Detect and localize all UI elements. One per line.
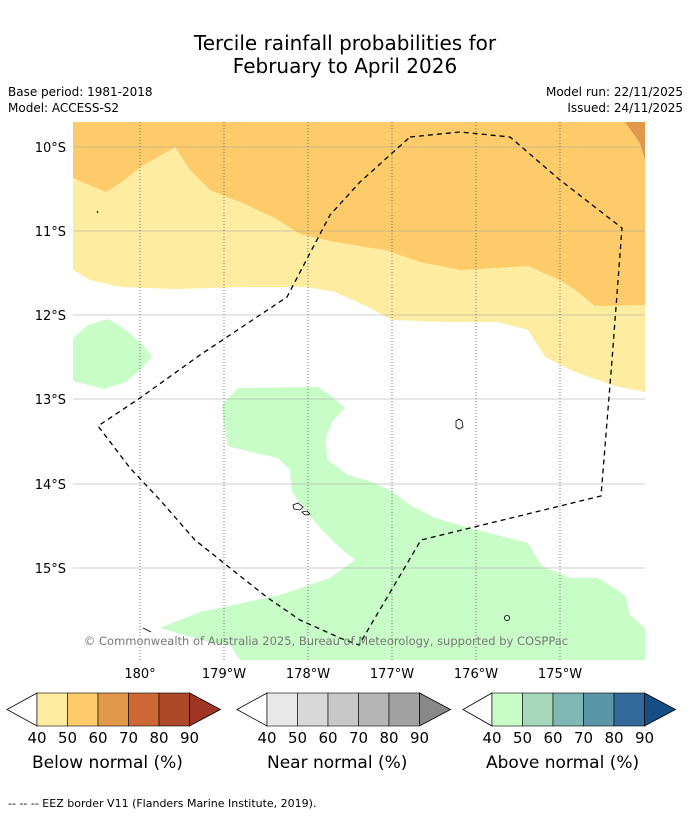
colorbar-segment — [613, 692, 645, 727]
colorbar-segment — [491, 692, 523, 727]
lon-label: 177°W — [370, 667, 414, 682]
lat-label: 11°S — [35, 225, 66, 240]
colorbar-tick-label: 70 — [119, 729, 138, 747]
colorbar-tick-label: 60 — [543, 729, 562, 747]
below-normal-colorbar: 40 50 60 70 80 90 — [6, 692, 222, 747]
colorbar-segment — [327, 692, 359, 727]
island-swains — [455, 418, 464, 430]
eez-footnote: -- -- -- EEZ border V11 (Flanders Marine… — [8, 797, 317, 810]
colorbar-high-arrow — [644, 692, 677, 727]
below-normal-label: Below normal (%) — [32, 753, 183, 773]
colorbar-segment — [552, 692, 584, 727]
above-normal-region-west — [73, 319, 152, 389]
colorbar-tick-label: 50 — [288, 729, 307, 747]
colorbar-segment — [36, 692, 68, 727]
colorbar-low-arrow — [6, 692, 38, 727]
colorbar-low-arrow — [462, 692, 493, 727]
colorbar-low-arrow — [236, 692, 268, 727]
colorbar-tick-label: 90 — [410, 729, 429, 747]
issued-date: Issued: 24/11/2025 — [567, 101, 683, 115]
eez-border — [97, 131, 623, 646]
model-name: Model: ACCESS-S2 — [8, 101, 120, 115]
lon-label: 175°W — [538, 667, 582, 682]
lat-label: 12°S — [35, 309, 66, 324]
colorbar-tick-label: 50 — [58, 729, 77, 747]
below-normal-60-70-region — [625, 122, 645, 160]
colorbar-segment — [67, 692, 99, 727]
lon-label: 176°W — [454, 667, 498, 682]
colorbar-high-arrow — [189, 692, 222, 727]
base-period: Base period: 1981-2018 — [8, 85, 153, 99]
near-normal-label: Near normal (%) — [267, 753, 408, 773]
copyright-notice: © Commonwealth of Australia 2025, Bureau… — [84, 634, 568, 648]
colorbar-segment — [583, 692, 615, 727]
lon-label: 178°W — [286, 667, 330, 682]
colorbar-segment — [128, 692, 160, 727]
colorbar-tick-label: 60 — [318, 729, 337, 747]
lat-label: 13°S — [35, 393, 66, 408]
colorbar-tick-label: 70 — [349, 729, 368, 747]
colorbar-tick-label: 40 — [27, 729, 46, 747]
title-line-2: February to April 2026 — [232, 54, 458, 78]
island-tutuila — [301, 510, 311, 516]
above-normal-region-central — [160, 387, 645, 660]
colorbar-high-arrow — [419, 692, 452, 727]
title-line-1: Tercile rainfall probabilities for — [193, 31, 497, 55]
above-normal-colorbar: 40 50 60 70 80 90 — [462, 692, 677, 747]
lat-label: 15°S — [35, 562, 66, 577]
island-rose — [503, 615, 510, 622]
above-normal-label: Above normal (%) — [486, 753, 640, 773]
colorbar-tick-label: 60 — [88, 729, 107, 747]
colorbar-tick-label: 40 — [257, 729, 276, 747]
colorbar-segment — [158, 692, 190, 727]
island-upolu — [292, 502, 304, 511]
colorbar-segment — [97, 692, 129, 727]
lon-label: 180° — [124, 667, 155, 682]
colorbar-tick-label: 80 — [379, 729, 398, 747]
lat-label: 10°S — [35, 141, 66, 156]
colorbar-segment — [522, 692, 554, 727]
colorbar-tick-label: 90 — [635, 729, 654, 747]
lon-label: 179°W — [202, 667, 246, 682]
colorbar-segment — [297, 692, 329, 727]
near-normal-colorbar: 40 50 60 70 80 90 — [236, 692, 452, 747]
colorbar-tick-label: 90 — [180, 729, 199, 747]
colorbar-tick-label: 40 — [482, 729, 501, 747]
below-normal-50-60-region — [73, 122, 645, 306]
colorbar-segment — [358, 692, 390, 727]
latitude-gridlines — [73, 146, 645, 569]
colorbar-tick-label: 80 — [604, 729, 623, 747]
colorbar-tick-label: 70 — [574, 729, 593, 747]
colorbar-segment — [266, 692, 298, 727]
lat-label: 14°S — [35, 478, 66, 493]
colorbar-tick-label: 80 — [149, 729, 168, 747]
island-small-north — [96, 210, 99, 214]
colorbar-tick-label: 50 — [513, 729, 532, 747]
model-run: Model run: 22/11/2025 — [545, 85, 683, 99]
colorbar-segment — [388, 692, 420, 727]
island-small-west — [142, 627, 152, 633]
